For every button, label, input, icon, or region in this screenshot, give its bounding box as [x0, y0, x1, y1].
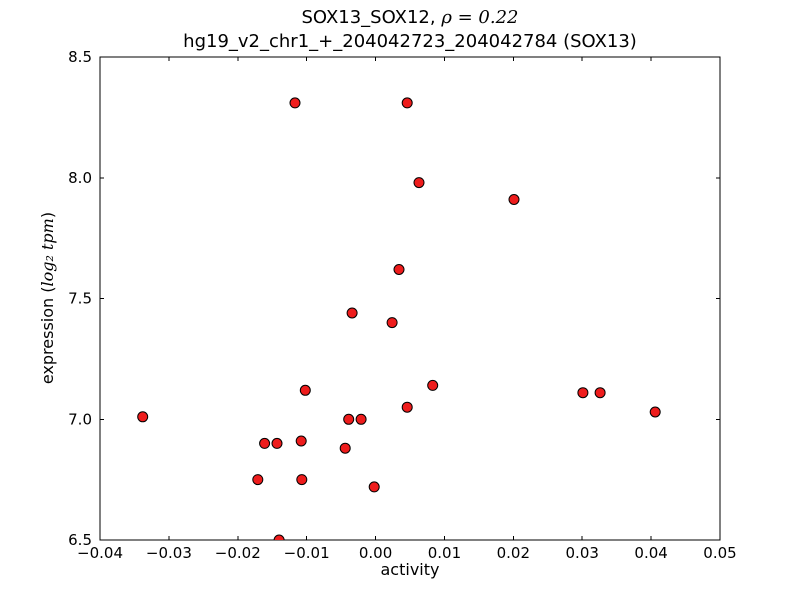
data-point — [401, 97, 413, 109]
data-point — [594, 387, 606, 399]
data-point — [296, 474, 308, 486]
data-point — [259, 437, 271, 449]
data-point — [368, 481, 380, 493]
x-tick-label: −0.02 — [215, 544, 261, 562]
plot-subtitle: hg19_v2_chr1_+_204042723_204042784 (SOX1… — [183, 31, 637, 52]
x-tick-label: 0.03 — [566, 544, 599, 562]
data-point — [295, 435, 307, 447]
data-point — [427, 379, 439, 391]
data-point — [252, 474, 264, 486]
data-point — [355, 413, 367, 425]
data-point — [273, 534, 285, 540]
data-point — [508, 194, 520, 205]
data-point — [386, 317, 398, 329]
y-tick-label: 8.5 — [68, 48, 92, 66]
data-point — [271, 437, 283, 449]
y-tick-label: 6.5 — [68, 531, 92, 549]
data-point — [299, 384, 311, 396]
x-tick-label: 0.05 — [703, 544, 736, 562]
title-rho-value: ρ = 0.22 — [441, 7, 519, 28]
data-point — [401, 401, 413, 413]
data-point — [577, 387, 589, 399]
x-tick-label: 0.00 — [359, 544, 392, 562]
x-tick-label: 0.02 — [497, 544, 530, 562]
plot-frame — [99, 56, 721, 541]
title-text: SOX13_SOX12, — [301, 7, 442, 28]
y-tick-label: 7.0 — [68, 410, 92, 428]
plot-title: SOX13_SOX12, ρ = 0.22 — [100, 7, 720, 28]
x-tick-label: −0.01 — [284, 544, 330, 562]
data-point — [137, 411, 149, 423]
data-point — [393, 264, 405, 275]
data-point — [289, 97, 301, 109]
data-point — [346, 307, 358, 319]
points-group — [137, 97, 661, 540]
x-tick-label: −0.04 — [77, 544, 123, 562]
data-point — [339, 442, 351, 454]
y-tick-label: 8.0 — [68, 169, 92, 187]
y-tick-label: 7.5 — [68, 290, 92, 308]
data-point — [413, 177, 425, 189]
x-tick-label: 0.01 — [428, 544, 461, 562]
data-point — [649, 406, 661, 418]
x-tick-label: −0.03 — [146, 544, 192, 562]
x-tick-label: 0.04 — [634, 544, 667, 562]
data-point — [343, 413, 355, 425]
x-axis-label: activity — [380, 560, 440, 579]
